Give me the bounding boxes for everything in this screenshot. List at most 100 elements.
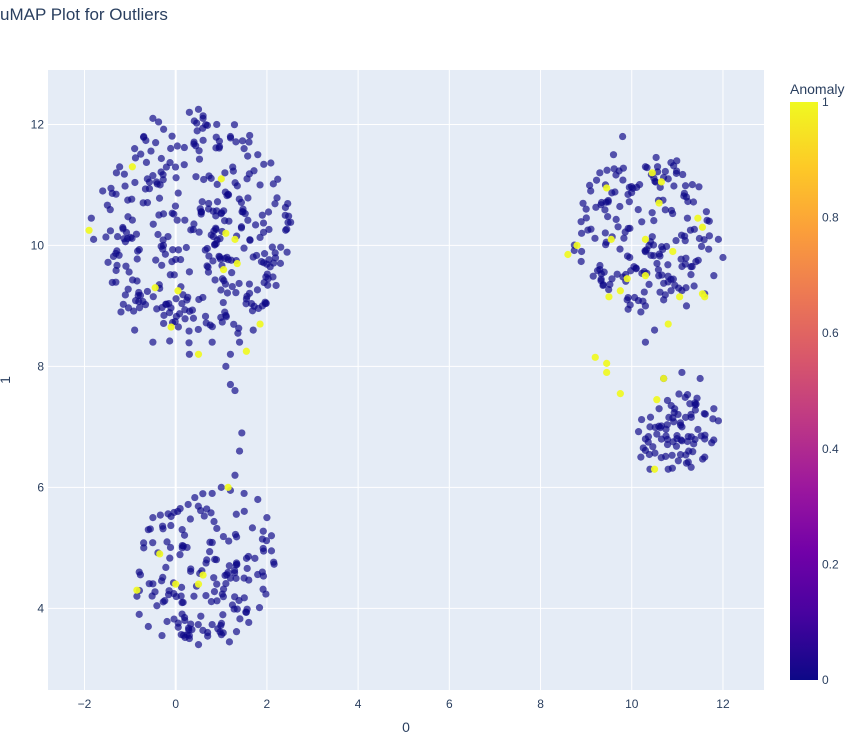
- data-point: [701, 453, 709, 461]
- data-point: [226, 574, 235, 582]
- grid-lines: [48, 70, 764, 690]
- data-point: [212, 144, 220, 152]
- data-point: [258, 302, 266, 310]
- data-point: [245, 280, 253, 288]
- x-tick-label: 10: [625, 697, 639, 711]
- data-point: [224, 568, 232, 577]
- data-point: [248, 524, 257, 532]
- data-point: [657, 435, 666, 443]
- data-point: [131, 326, 139, 334]
- data-point: [176, 504, 184, 513]
- anomaly-point: [607, 235, 615, 243]
- data-point: [687, 463, 695, 471]
- data-point: [260, 160, 268, 168]
- data-point: [619, 176, 627, 184]
- data-point: [121, 182, 129, 190]
- y-tick-labels: 4 6 8 10 12: [31, 117, 45, 615]
- data-point: [231, 593, 239, 601]
- data-point: [653, 430, 661, 438]
- data-point: [176, 551, 184, 559]
- data-point: [612, 171, 620, 179]
- data-point: [186, 307, 194, 315]
- data-point: [180, 143, 188, 152]
- data-point: [178, 526, 186, 534]
- data-point: [217, 209, 226, 217]
- data-point: [212, 224, 220, 232]
- data-point: [213, 580, 221, 588]
- data-point: [185, 108, 193, 116]
- data-point: [584, 226, 592, 234]
- data-point: [229, 163, 237, 171]
- x-axis-title: 0: [402, 719, 410, 735]
- data-point: [258, 568, 266, 576]
- data-point: [119, 300, 127, 308]
- x-tick-labels: −2 0 2 4 6 8 10 12: [78, 697, 730, 711]
- anomaly-point: [657, 178, 665, 186]
- data-point: [256, 233, 264, 242]
- data-point: [663, 396, 672, 405]
- data-point: [121, 291, 129, 299]
- data-point: [209, 257, 217, 265]
- data-point: [149, 580, 157, 588]
- data-point: [691, 406, 699, 414]
- data-point: [705, 232, 713, 240]
- data-point: [602, 241, 610, 249]
- data-point: [199, 136, 207, 144]
- data-point: [211, 555, 219, 563]
- data-point: [240, 507, 248, 515]
- anomaly-point: [664, 320, 672, 328]
- data-point: [216, 255, 225, 263]
- data-point: [267, 547, 276, 555]
- data-point: [240, 574, 248, 582]
- data-point: [149, 220, 157, 228]
- anomaly-point: [605, 293, 613, 301]
- data-point: [133, 255, 141, 263]
- data-point: [144, 526, 152, 534]
- data-point: [106, 227, 115, 235]
- data-point: [681, 413, 690, 421]
- data-point: [264, 281, 272, 289]
- data-point: [675, 284, 683, 292]
- data-point: [287, 218, 295, 226]
- data-point: [624, 190, 632, 199]
- data-point: [701, 435, 709, 443]
- data-point: [710, 272, 718, 280]
- data-point: [690, 282, 698, 290]
- data-point: [244, 152, 252, 160]
- data-point: [653, 259, 661, 268]
- data-point: [579, 199, 587, 207]
- data-point: [688, 181, 696, 189]
- data-point: [240, 594, 248, 602]
- anomaly-point: [219, 266, 228, 274]
- data-point: [204, 205, 213, 213]
- data-point: [231, 386, 239, 395]
- data-point: [604, 213, 612, 221]
- data-point: [660, 296, 668, 304]
- data-point: [206, 548, 214, 556]
- data-point: [166, 271, 174, 279]
- data-point: [186, 515, 194, 523]
- data-point: [673, 167, 681, 175]
- data-point: [243, 292, 251, 300]
- data-point: [157, 154, 165, 163]
- anomaly-point: [242, 347, 250, 355]
- data-point: [255, 604, 264, 612]
- data-point: [682, 284, 690, 292]
- anomaly-point: [669, 247, 677, 256]
- data-point: [192, 173, 200, 181]
- data-point: [190, 592, 198, 600]
- data-point: [238, 429, 246, 437]
- data-point: [242, 300, 250, 308]
- colorbar-tick-label: 0.4: [822, 442, 839, 456]
- data-point: [639, 444, 647, 452]
- data-point: [235, 338, 244, 346]
- data-point: [247, 299, 256, 308]
- data-point: [162, 563, 170, 572]
- anomaly-point: [194, 350, 203, 358]
- data-point: [242, 608, 250, 616]
- data-point: [213, 198, 222, 206]
- data-point: [185, 634, 193, 643]
- y-axis-title: 1: [0, 376, 13, 384]
- data-point: [685, 447, 693, 455]
- data-point: [185, 268, 194, 276]
